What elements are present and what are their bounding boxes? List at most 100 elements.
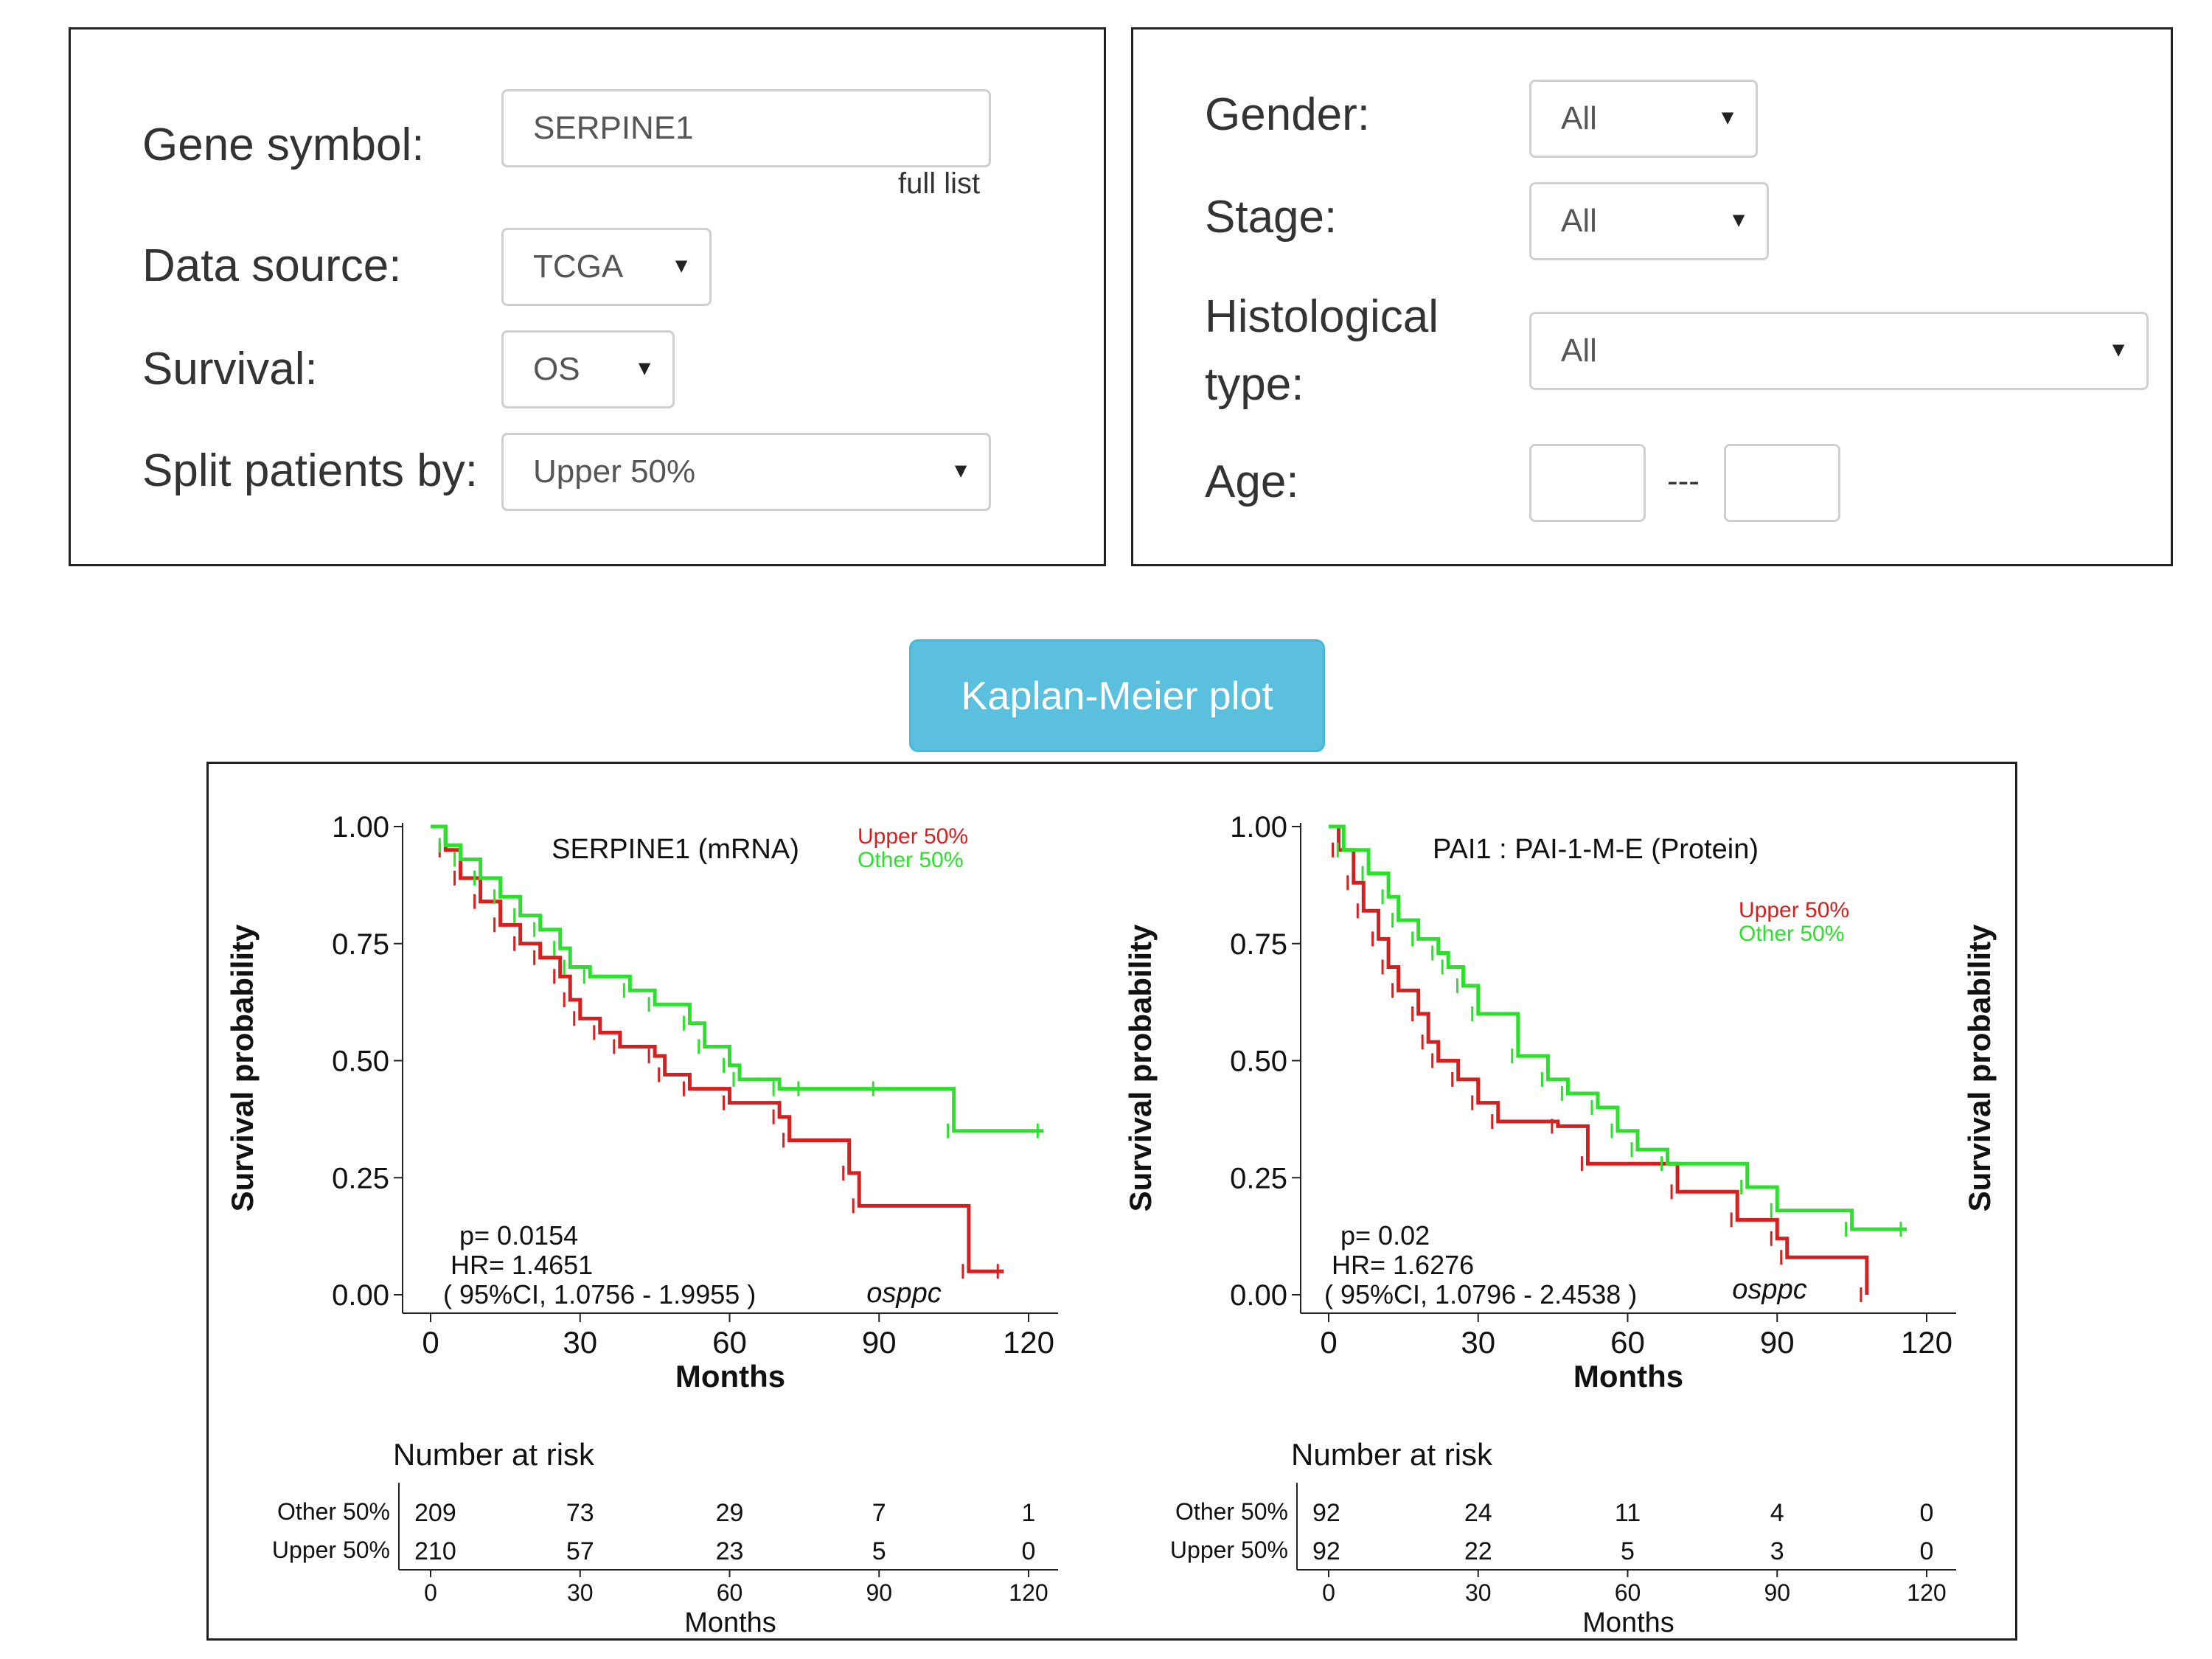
risk-row-label: Upper 50%: [1170, 1537, 1288, 1563]
risk-cell: 92: [1312, 1499, 1340, 1527]
survival-select[interactable]: OS ▼: [501, 330, 675, 408]
gender-label: Gender:: [1205, 89, 1371, 140]
risk-x-tick-label: 120: [1009, 1579, 1048, 1606]
risk-table-title: Number at risk: [393, 1437, 595, 1472]
x-tick-label: 90: [862, 1325, 897, 1360]
risk-cell: 5: [1621, 1537, 1635, 1565]
annotation-text: osppc: [866, 1278, 941, 1309]
risk-x-axis-title: Months: [1582, 1607, 1674, 1638]
kaplan-meier-plot-button[interactable]: Kaplan-Meier plot: [909, 639, 1325, 752]
legend-other: Other 50%: [1739, 922, 1844, 946]
gene-symbol-value: SERPINE1: [533, 110, 694, 146]
stat-p-value: p= 0.0154: [459, 1220, 578, 1251]
risk-x-tick-label: 90: [866, 1579, 892, 1606]
risk-cell: 0: [1920, 1537, 1934, 1565]
y-tick-label: 0.75: [1230, 928, 1287, 961]
risk-cell: 23: [716, 1537, 744, 1565]
risk-cell: 7: [872, 1499, 886, 1527]
km-plots-svg: 0.000.250.500.751.000 30 60 90 120MonthsSurv…: [225, 811, 1997, 1638]
histological-type-select[interactable]: All ▼: [1529, 312, 2149, 390]
risk-x-tick-label: 60: [1615, 1579, 1641, 1606]
caret-down-icon: ▼: [1728, 208, 1749, 232]
y-tick-label: 0.50: [332, 1046, 389, 1078]
age-label: Age:: [1205, 456, 1299, 507]
risk-x-tick-label: 90: [1764, 1579, 1790, 1606]
x-tick-label: 30: [563, 1325, 597, 1360]
split-patients-label: Split patients by:: [142, 445, 478, 496]
split-patients-select[interactable]: Upper 50% ▼: [501, 433, 991, 511]
risk-cell: 3: [1770, 1537, 1784, 1565]
risk-row-label: Other 50%: [1175, 1498, 1288, 1525]
caret-down-icon: ▼: [634, 356, 655, 380]
km-curve-other: [431, 824, 1044, 1133]
risk-cell: 5: [872, 1537, 886, 1565]
stat-hr: HR= 1.6276: [1332, 1250, 1474, 1280]
y-tick-label: 0.25: [332, 1162, 389, 1194]
legend-other: Other 50%: [858, 848, 963, 872]
y-tick-label: 1.00: [1230, 811, 1287, 844]
stage-value: All: [1561, 203, 1597, 239]
stat-hr: HR= 1.4651: [451, 1250, 593, 1280]
km-curve-other: [1329, 824, 1907, 1231]
km-curve-upper: [1329, 824, 1869, 1295]
split-patients-value: Upper 50%: [533, 453, 696, 490]
data-source-select[interactable]: TCGA ▼: [501, 228, 712, 306]
y-axis-title: Survival probability: [225, 924, 260, 1211]
gene-symbol-label: Gene symbol:: [142, 119, 425, 170]
stage-select[interactable]: All ▼: [1529, 182, 1769, 260]
full-list-link[interactable]: full list: [898, 167, 981, 200]
risk-table-title: Number at risk: [1291, 1437, 1493, 1472]
risk-row-label: Other 50%: [277, 1498, 390, 1525]
caret-down-icon: ▼: [2108, 338, 2129, 361]
x-tick-label: 30: [1461, 1325, 1495, 1360]
km-plot-container: 0.00 0.25 0.50 0.75 1.00 0 30 60 90 120 Months Surv…: [206, 762, 2017, 1641]
caret-down-icon: ▼: [1717, 105, 1738, 129]
y-tick-label: 0.00: [332, 1279, 389, 1312]
risk-x-tick-label: 30: [1465, 1579, 1492, 1606]
x-tick-label: 90: [1760, 1325, 1795, 1360]
gender-select[interactable]: All ▼: [1529, 80, 1758, 158]
legend-upper: Upper 50%: [858, 824, 968, 849]
risk-cell: 57: [566, 1537, 594, 1565]
data-source-label: Data source:: [142, 240, 402, 291]
gene-symbol-input[interactable]: SERPINE1: [501, 89, 991, 167]
x-axis-title: Months: [1573, 1359, 1683, 1394]
left-filter-panel: Gene symbol: SERPINE1 full list Data sou…: [69, 27, 1106, 566]
km-curve-upper: [431, 824, 1004, 1273]
age-max-input[interactable]: [1724, 444, 1840, 522]
risk-x-tick-label: 60: [717, 1579, 743, 1606]
risk-x-tick-label: 120: [1907, 1579, 1946, 1606]
data-source-value: TCGA: [533, 248, 624, 285]
risk-x-tick-label: 0: [424, 1579, 437, 1606]
gender-value: All: [1561, 100, 1597, 136]
y-tick-label: 1.00: [332, 811, 389, 844]
risk-x-axis-title: Months: [684, 1607, 776, 1638]
y-tick-label: 0.25: [1230, 1162, 1287, 1194]
risk-cell: 210: [414, 1537, 456, 1565]
risk-x-tick-label: 0: [1322, 1579, 1335, 1606]
x-tick-label: 0: [1320, 1325, 1337, 1360]
legend-upper: Upper 50%: [1739, 898, 1849, 922]
age-separator: ---: [1667, 463, 1700, 499]
risk-cell: 0: [1022, 1537, 1036, 1565]
survival-label: Survival:: [142, 344, 318, 394]
y-axis-title-right: Survival probability: [1962, 924, 1997, 1211]
histological-type-label-line1: Histological: [1205, 291, 1439, 342]
x-tick-label: 120: [1901, 1325, 1952, 1360]
risk-cell: 22: [1464, 1537, 1492, 1565]
age-min-input[interactable]: [1529, 444, 1646, 522]
x-tick-label: 60: [712, 1325, 747, 1360]
histological-type-value: All: [1561, 333, 1597, 369]
risk-cell: 4: [1770, 1499, 1784, 1527]
x-axis-title: Months: [675, 1359, 785, 1394]
histological-type-label-line2: type:: [1205, 359, 1304, 410]
stage-label: Stage:: [1205, 192, 1338, 243]
annotation-text: osppc: [1732, 1274, 1806, 1305]
x-tick-label: 120: [1003, 1325, 1054, 1360]
stat-p-value: p= 0.02: [1340, 1220, 1430, 1251]
risk-cell: 0: [1920, 1499, 1934, 1527]
risk-cell: 29: [716, 1499, 744, 1527]
y-tick-label: 0.75: [332, 928, 389, 961]
risk-cell: 11: [1615, 1499, 1641, 1527]
caret-down-icon: ▼: [950, 459, 971, 482]
